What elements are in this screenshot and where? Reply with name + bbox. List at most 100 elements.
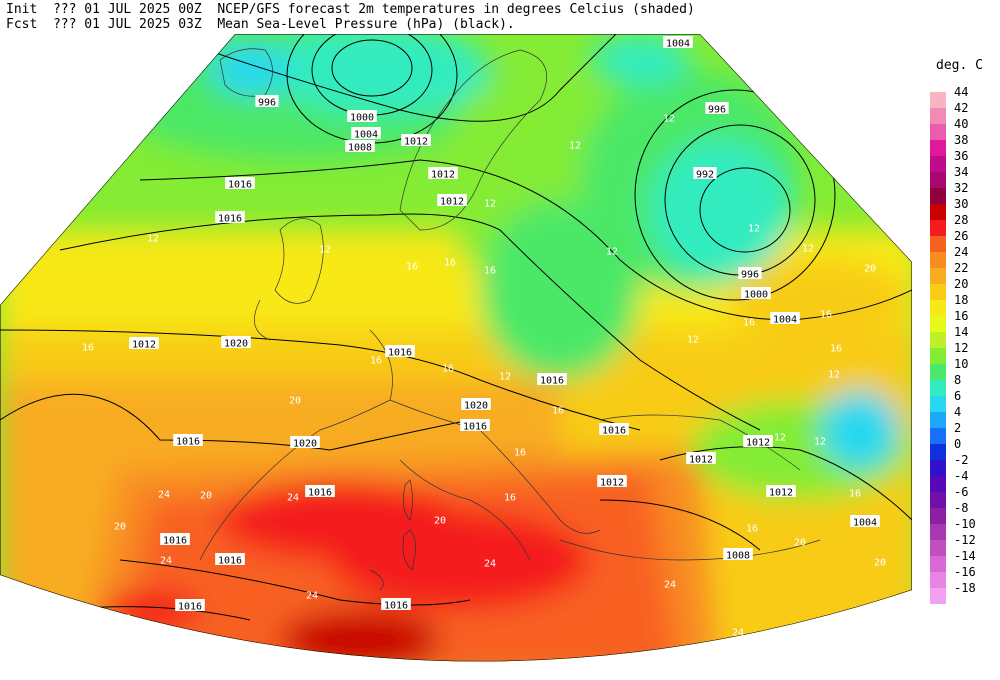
temperature-contour-label: 12 <box>748 224 760 235</box>
isobar-label: 1016 <box>308 488 332 499</box>
isobar-label: 1008 <box>348 143 372 154</box>
temperature-contour-label: 12 <box>802 244 814 255</box>
isobar-label: 996 <box>741 270 759 281</box>
legend-value: -8 <box>954 501 969 515</box>
temperature-contour-label: 20 <box>794 538 806 549</box>
legend-swatch <box>930 268 946 284</box>
temperature-contour-label: 16 <box>849 489 861 500</box>
legend-value: 20 <box>954 277 969 291</box>
legend-value: 38 <box>954 133 969 147</box>
coastlines <box>199 48 821 591</box>
legend-swatch <box>930 476 946 492</box>
temperature-contour-label: 12 <box>319 245 331 256</box>
legend-swatch <box>930 508 946 524</box>
legend-value: 4 <box>954 405 962 419</box>
isobar-label: 1016 <box>218 214 242 225</box>
temperature-contour-label: 16 <box>552 406 564 417</box>
legend-unit: deg. C <box>936 58 983 73</box>
legend-swatch <box>930 428 946 444</box>
legend-value: 34 <box>954 165 969 179</box>
field-title-2: Mean Sea-Level Pressure (hPa) (black). <box>217 17 515 32</box>
legend-value: -14 <box>954 549 976 563</box>
temperature-field <box>0 34 912 662</box>
legend-value: -10 <box>954 517 976 531</box>
field-title-1: NCEP/GFS forecast 2m temperatures in deg… <box>217 2 695 17</box>
temperature-contour-label: 24 <box>664 580 676 591</box>
init-line: Init ??? 01 JUL 2025 00Z NCEP/GFS foreca… <box>6 2 695 17</box>
temperature-contour-label: 16 <box>82 343 94 354</box>
temperature-contour-label: 12 <box>774 433 786 444</box>
temperature-contour-label: 12 <box>484 199 496 210</box>
temperature-contour-label: 12 <box>814 437 826 448</box>
temperature-contour-label: 16 <box>370 356 382 367</box>
isobar-label: 1016 <box>602 426 626 437</box>
isobar-label: 1016 <box>463 422 487 433</box>
isobar-label: 1016 <box>176 437 200 448</box>
legend-swatch <box>930 412 946 428</box>
legend-swatch <box>930 188 946 204</box>
legend-value: 22 <box>954 261 969 275</box>
isobar-label: 1012 <box>132 340 156 351</box>
temperature-contour-label: 24 <box>484 559 496 570</box>
isobar-label: 1016 <box>384 601 408 612</box>
temperature-contour-label: 20 <box>434 516 446 527</box>
temperature-contour-label: 16 <box>743 318 755 329</box>
legend-swatch <box>930 140 946 156</box>
pressure-labels: 1004 996 1000 1004 1008 1012 1012 1016 1016 1012 9… <box>129 36 880 613</box>
legend-value: 8 <box>954 373 962 387</box>
isobar-label: 1008 <box>726 551 750 562</box>
legend-value: 6 <box>954 389 962 403</box>
legend-value: -12 <box>954 533 976 547</box>
temperature-contour-label: 12 <box>147 234 159 245</box>
isobar-label: 996 <box>708 105 726 116</box>
temperature-contour-label: 16 <box>444 258 456 269</box>
temperature-contour-label: 20 <box>864 264 876 275</box>
legend-swatch <box>930 460 946 476</box>
isobar-label: 1012 <box>600 478 624 489</box>
isobar-label: 1016 <box>178 602 202 613</box>
isobar-label: 1020 <box>293 439 317 450</box>
legend-value: 28 <box>954 213 969 227</box>
legend-value: -18 <box>954 581 976 595</box>
isobar-label: 1012 <box>440 197 464 208</box>
legend-swatch <box>930 332 946 348</box>
legend-value: 12 <box>954 341 969 355</box>
isobar-label: 1020 <box>464 401 488 412</box>
isobar-label: 996 <box>258 98 276 109</box>
temperature-contour-label: 20 <box>200 491 212 502</box>
legend-value: -6 <box>954 485 969 499</box>
isobar-label: 1012 <box>746 438 770 449</box>
isobar-label: 1012 <box>689 455 713 466</box>
legend-value: 14 <box>954 325 969 339</box>
temperature-contour-label: 20 <box>114 522 126 533</box>
legend-value: -2 <box>954 453 969 467</box>
fcst-label: Fcst <box>6 17 38 32</box>
temperature-contour-label: 12 <box>663 114 675 125</box>
legend-swatch <box>930 108 946 124</box>
legend-swatch <box>930 156 946 172</box>
temperature-contour-label: 16 <box>514 448 526 459</box>
legend-value: 16 <box>954 309 969 323</box>
legend-value: 10 <box>954 357 969 371</box>
temperature-contour-label: 20 <box>289 396 301 407</box>
temperature-contour-label: 24 <box>158 490 170 501</box>
legend-swatch <box>930 348 946 364</box>
legend-value: 26 <box>954 229 969 243</box>
isobar-label: 1004 <box>773 315 797 326</box>
isobar-label: 1016 <box>228 180 252 191</box>
isobar-label: 1020 <box>224 339 248 350</box>
legend-value: 32 <box>954 181 969 195</box>
legend-swatch <box>930 92 946 108</box>
legend-swatch <box>930 588 946 604</box>
isobar-label: 1016 <box>540 376 564 387</box>
legend-swatch <box>930 364 946 380</box>
legend-swatch <box>930 300 946 316</box>
temperature-contour-label: 24 <box>306 591 318 602</box>
temperature-contour-label: 12 <box>828 370 840 381</box>
legend-swatch <box>930 252 946 268</box>
temperature-contour-label: 16 <box>830 344 842 355</box>
temperature-contour-label: 16 <box>820 310 832 321</box>
legend-swatch <box>930 124 946 140</box>
temperature-contour-label: 28 <box>119 614 131 625</box>
temperature-contour-label: 16 <box>746 524 758 535</box>
